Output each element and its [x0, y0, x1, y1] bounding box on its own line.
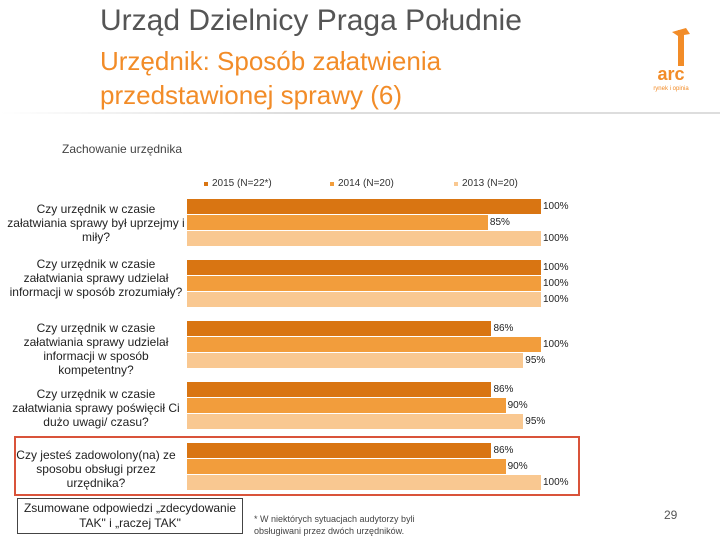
- logo-tower-icon: [678, 30, 684, 66]
- category-label: Czy urzędnik w czasie załatwiania sprawy…: [7, 202, 185, 244]
- bar: [187, 414, 524, 429]
- data-label: 95%: [525, 416, 546, 427]
- legend-swatch: [330, 181, 334, 186]
- data-label: 95%: [525, 355, 546, 366]
- bar: [187, 353, 524, 368]
- legend-swatch: [204, 181, 208, 186]
- data-label: 86%: [493, 445, 514, 456]
- page-title: Urząd Dzielnicy Praga Południe: [100, 4, 522, 37]
- data-label: 100%: [543, 294, 569, 305]
- bar: [187, 443, 492, 458]
- data-label: 86%: [493, 384, 514, 395]
- bar: [187, 199, 541, 214]
- logo-tagline: rynek i opinia: [653, 86, 689, 92]
- data-label: 85%: [489, 217, 510, 228]
- bar: [187, 475, 541, 490]
- logo-tower-top-icon: [672, 28, 690, 36]
- category-label: Czy jesteś zadowolony(na) ze sposobu obs…: [16, 448, 176, 490]
- bar: [187, 260, 541, 275]
- bar: [187, 276, 541, 291]
- arc-logo: arc rynek i opinia: [653, 28, 690, 92]
- bar: [187, 215, 488, 230]
- legend-label: 2014 (N=20): [338, 178, 394, 189]
- header-divider: [0, 112, 720, 114]
- chart-title: Zachowanie urzędnika: [62, 142, 183, 156]
- category-label: Czy urzędnik w czasie załatwiania sprawy…: [9, 257, 183, 299]
- page-subtitle: Urzędnik: Sposób załatwienia przedstawio…: [100, 46, 442, 110]
- summary-note: Zsumowane odpowiedzi „zdecydowanie TAK" …: [17, 498, 243, 534]
- bar: [187, 321, 492, 336]
- bar: [187, 382, 492, 397]
- data-label: 86%: [493, 323, 514, 334]
- category-label: Czy urzędnik w czasie załatwiania sprawy…: [12, 387, 180, 429]
- bar: [187, 292, 541, 307]
- data-label: 100%: [543, 278, 569, 289]
- page-number: 29: [664, 508, 678, 522]
- bar: [187, 398, 506, 413]
- data-label: 90%: [507, 461, 528, 472]
- legend-label: 2015 (N=22*): [212, 178, 272, 189]
- data-label: 100%: [543, 201, 569, 212]
- legend-swatch: [454, 181, 458, 186]
- bar: [187, 337, 541, 352]
- legend-item: 2013 (N=20): [454, 178, 518, 189]
- bar: [187, 459, 506, 474]
- legend-item: 2015 (N=22*): [204, 178, 272, 189]
- legend-item: 2014 (N=20): [330, 178, 394, 189]
- bar: [187, 231, 541, 246]
- data-label: 100%: [543, 477, 569, 488]
- logo-text: arc: [657, 64, 684, 84]
- data-label: 100%: [543, 339, 569, 350]
- highlight-frame: [14, 436, 580, 496]
- legend-label: 2013 (N=20): [462, 178, 518, 189]
- category-label: Czy urzędnik w czasie załatwiania sprawy…: [23, 321, 169, 377]
- footnote: * W niektórych sytuacjach audytorzy byli…: [254, 514, 415, 536]
- data-label: 100%: [543, 262, 569, 273]
- data-label: 100%: [543, 233, 569, 244]
- data-label: 90%: [507, 400, 528, 411]
